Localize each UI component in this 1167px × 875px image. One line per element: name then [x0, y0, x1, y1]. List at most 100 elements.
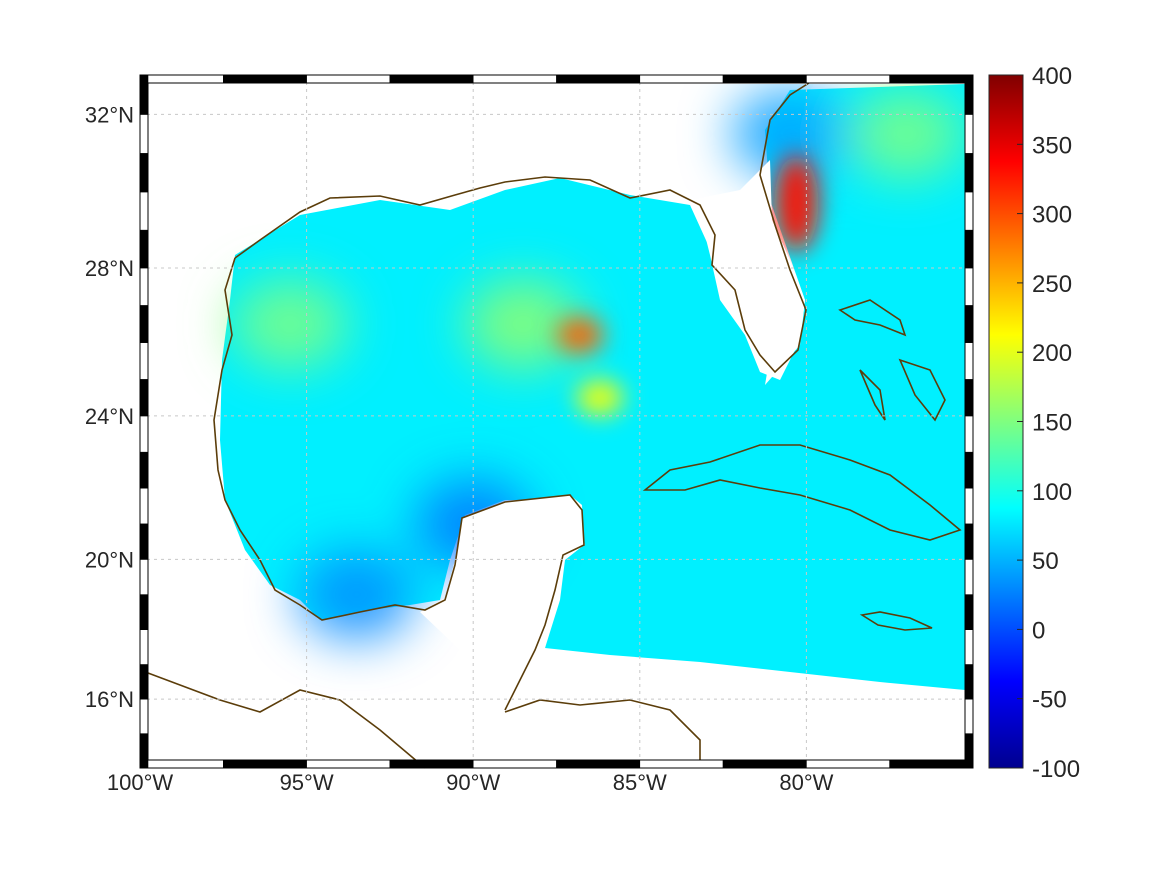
frame-segment	[139, 267, 149, 306]
frame-segment	[722, 74, 807, 84]
jamaica-coastline	[859, 611, 933, 631]
frame-segment	[139, 229, 149, 269]
frame-segment	[964, 415, 974, 453]
frame-segment	[139, 379, 149, 417]
colorbar-tick-label: 150	[1032, 410, 1072, 437]
colorbar-tick-label: -100	[1032, 756, 1080, 783]
frame-segment	[139, 487, 149, 525]
frame-segment	[139, 415, 149, 453]
longitude-tick-label: 95°W	[280, 770, 334, 795]
frame-segment	[139, 698, 149, 734]
colorbar-tick-label: 300	[1032, 202, 1072, 229]
field-feature	[464, 279, 582, 370]
frame-segment	[556, 759, 641, 769]
frame-segment	[964, 451, 974, 489]
frame-segment	[139, 305, 149, 343]
frame-segment	[889, 74, 974, 84]
central-america-coastline	[139, 669, 426, 769]
frame-segment	[389, 759, 474, 769]
frame-segment	[139, 342, 149, 380]
frame-segment	[639, 74, 724, 84]
field-feature	[576, 379, 624, 416]
frame-segment	[964, 342, 974, 380]
latitude-tick-label: 28°N	[85, 256, 134, 281]
colorbar-tick-label: -50	[1032, 687, 1067, 714]
frame-segment	[223, 759, 307, 769]
frame-segment	[964, 664, 974, 700]
graticule	[140, 75, 973, 768]
frame-segment	[964, 305, 974, 343]
longitude-tick-label: 85°W	[613, 770, 667, 795]
frame-segment	[139, 559, 149, 595]
frame-segment	[139, 74, 149, 115]
field-feature	[774, 155, 819, 252]
frame-segment	[964, 559, 974, 595]
data-field	[220, 84, 965, 690]
frame-segment	[139, 523, 149, 560]
frame-segment	[964, 153, 974, 193]
frame-segment	[139, 629, 149, 665]
land-masks	[420, 160, 805, 655]
frame-segment	[139, 451, 149, 489]
frame-segment	[964, 733, 974, 769]
latitude-tick-label: 20°N	[85, 547, 134, 572]
frame-segment	[964, 523, 974, 560]
frame-segment	[306, 74, 391, 84]
longitude-tick-label: 80°W	[779, 770, 833, 795]
gulf-coastline	[234, 75, 821, 374]
frame-segment	[139, 759, 224, 769]
frame-segment	[964, 114, 974, 154]
frame-segment	[964, 487, 974, 525]
field-feature	[731, 88, 849, 179]
colorbar-tick-label: 50	[1032, 548, 1059, 575]
field-feature	[556, 317, 604, 354]
field-feature	[298, 549, 416, 640]
frame-segment	[964, 594, 974, 630]
frame-segment	[806, 759, 891, 769]
frame-segment	[139, 594, 149, 630]
latitude-tick-label: 16°N	[85, 687, 134, 712]
frame-segment	[139, 664, 149, 700]
florida-land	[690, 160, 805, 380]
frame-segment	[139, 153, 149, 193]
frame-segment	[223, 74, 307, 84]
frame-segment	[139, 74, 224, 84]
frame-segment	[639, 759, 724, 769]
map-frame	[139, 74, 974, 769]
coastlines	[139, 75, 962, 769]
frame-segment	[722, 759, 807, 769]
frame-segment	[139, 114, 149, 154]
colorbar-tick-label: 250	[1032, 271, 1072, 298]
frame-segment	[964, 229, 974, 269]
latitude-tick-label: 32°N	[85, 102, 134, 127]
frame-segment	[964, 629, 974, 665]
frame-segment	[472, 74, 557, 84]
bahamas-coastline	[838, 299, 946, 422]
field-feature	[231, 279, 349, 370]
frame-segment	[964, 74, 974, 115]
longitude-tick-label: 100°W	[107, 770, 174, 795]
frame-segment	[964, 379, 974, 417]
colorbar-tick-label: 400	[1032, 63, 1072, 90]
latitude-labels: 32°N 28°N 24°N 20°N 16°N	[85, 102, 134, 712]
frame-border	[139, 74, 974, 769]
cuba-coastline	[642, 444, 962, 541]
mexico-coastline	[213, 257, 585, 711]
frame-segment	[964, 698, 974, 734]
frame-inner-border	[147, 82, 966, 761]
yucatan-land	[420, 495, 584, 655]
colorbar-tick-label: 100	[1032, 479, 1072, 506]
frame-segment	[806, 74, 891, 84]
field-feature	[847, 88, 965, 179]
colorbar-tick-label: 0	[1032, 617, 1045, 644]
frame-segment	[472, 759, 557, 769]
latitude-tick-label: 24°N	[85, 404, 134, 429]
frame-segment	[889, 759, 974, 769]
frame-segment	[139, 191, 149, 231]
colorbar: 400 350 300 250 200 150 100 50 0 -50 -100	[988, 63, 1080, 783]
frame-segment	[306, 759, 391, 769]
frame-segment	[556, 74, 641, 84]
frame-segment	[964, 191, 974, 231]
colorbar-tick-label: 200	[1032, 340, 1072, 367]
